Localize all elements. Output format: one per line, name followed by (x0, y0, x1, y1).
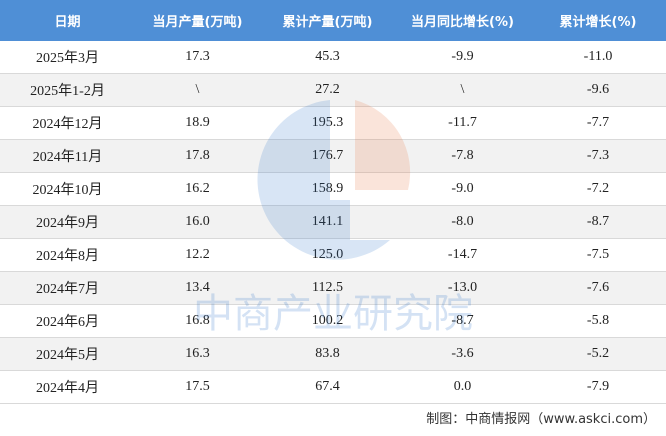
table-cell: -13.0 (447, 280, 478, 295)
table-cell: -5.2 (586, 346, 610, 361)
footer-note: 制图：中商情报网（www.askci.com） (426, 412, 656, 427)
table-cell: 2024年4月 (36, 381, 99, 396)
table-cell: -14.7 (447, 247, 478, 262)
table-row: 2024年6月 16.8 100.2 -8.7 -5.8 (0, 305, 666, 338)
table-cell: 16.8 (185, 313, 210, 328)
table-cell: -8.0 (451, 214, 474, 229)
table-cell: 125.0 (311, 247, 344, 262)
table-cell: 16.3 (185, 346, 210, 361)
table-cell: -7.7 (586, 115, 610, 130)
table-row: 2024年7月 13.4 112.5 -13.0 -7.6 (0, 272, 666, 305)
table-row: 2024年10月 16.2 158.9 -9.0 -7.2 (0, 173, 666, 206)
table-cell: -7.5 (586, 247, 610, 262)
table-cell: -7.3 (586, 148, 610, 163)
table-cell: 45.3 (315, 49, 340, 64)
table-cell: 67.4 (315, 379, 340, 394)
table-cell: 2024年9月 (36, 216, 99, 231)
table-cell: -9.6 (586, 82, 610, 97)
table-cell: -7.6 (586, 280, 610, 295)
table-cell: 13.4 (185, 280, 210, 295)
table-cell: 100.2 (311, 313, 344, 328)
table-cell: \ (195, 82, 200, 97)
table-cell: 2024年8月 (36, 249, 99, 264)
header-cell: 累计产量(万吨) (282, 15, 373, 30)
table-cell: -7.9 (586, 379, 610, 394)
table-cell: 2024年10月 (32, 183, 103, 198)
table-cell: 2024年12月 (32, 117, 103, 132)
table-row: 2024年5月 16.3 83.8 -3.6 -5.2 (0, 338, 666, 371)
table-row: 2024年8月 12.2 125.0 -14.7 -7.5 (0, 239, 666, 272)
table-cell: 2025年1-2月 (30, 84, 105, 99)
table-cell: 176.7 (311, 148, 344, 163)
table-row: 2024年9月 16.0 141.1 -8.0 -8.7 (0, 206, 666, 239)
table-cell: 0.0 (453, 379, 472, 394)
table-row: 2024年4月 17.5 67.4 0.0 -7.9 (0, 371, 666, 404)
table-cell: -8.7 (451, 313, 474, 328)
table-cell: 12.2 (185, 247, 210, 262)
table-cell: -11.0 (583, 49, 613, 64)
table-cell: -5.8 (586, 313, 610, 328)
data-table: 日期 当月产量(万吨) 累计产量(万吨) 当月同比增长(%) 累计增长(%) 2025年3… (0, 0, 666, 404)
table-cell: -9.9 (451, 49, 474, 64)
table-cell: -11.7 (448, 115, 477, 130)
table-cell: -7.2 (586, 181, 610, 196)
table-cell: 2024年11月 (32, 150, 103, 165)
table-cell: 112.5 (312, 280, 343, 295)
table-cell: 17.5 (185, 379, 210, 394)
table-cell: \ (460, 82, 465, 97)
table-cell: 83.8 (315, 346, 340, 361)
header-cell: 累计增长(%) (559, 15, 637, 30)
table-cell: -7.8 (451, 148, 474, 163)
header-cell: 当月同比增长(%) (411, 15, 514, 30)
header-row: 日期 当月产量(万吨) 累计产量(万吨) 当月同比增长(%) 累计增长(%) (0, 0, 666, 41)
table-cell: -8.7 (586, 214, 610, 229)
table-cell: -3.6 (451, 346, 474, 361)
table-cell: 17.3 (185, 49, 210, 64)
table-cell: 2024年5月 (36, 348, 99, 363)
header-cell: 日期 (54, 15, 81, 30)
header-cell: 当月产量(万吨) (152, 15, 243, 30)
table-cell: 18.9 (185, 115, 210, 130)
table-cell: 141.1 (311, 214, 344, 229)
table-cell: 27.2 (315, 82, 340, 97)
table-row: 2025年1-2月 \ 27.2 \ -9.6 (0, 74, 666, 107)
table-cell: 2025年3月 (36, 51, 99, 66)
table-cell: -9.0 (451, 181, 474, 196)
table-cell: 2024年7月 (36, 282, 99, 297)
table-row: 2025年3月 17.3 45.3 -9.9 -11.0 (0, 41, 666, 74)
table-cell: 195.3 (311, 115, 344, 130)
table-cell: 158.9 (311, 181, 344, 196)
table-row: 2024年11月 17.8 176.7 -7.8 -7.3 (0, 140, 666, 173)
table-cell: 17.8 (185, 148, 210, 163)
table-cell: 16.0 (185, 214, 210, 229)
table-cell: 2024年6月 (36, 315, 99, 330)
table-cell: 16.2 (185, 181, 210, 196)
table-row: 2024年12月 18.9 195.3 -11.7 -7.7 (0, 107, 666, 140)
